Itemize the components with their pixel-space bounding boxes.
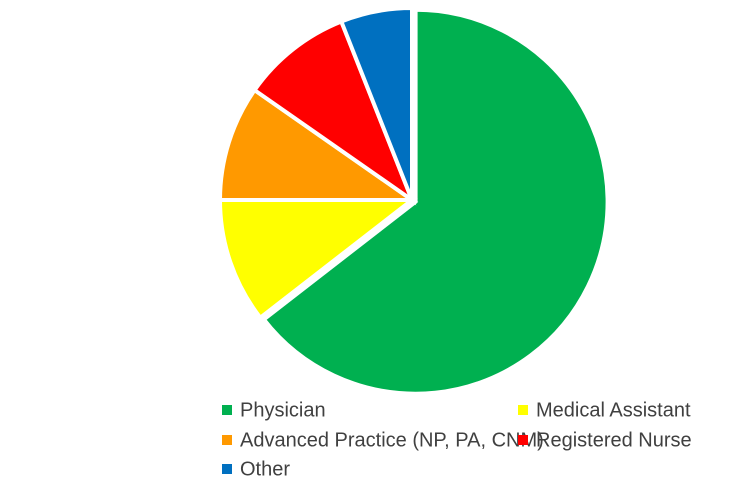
pie-slice xyxy=(217,198,418,321)
legend-swatch xyxy=(222,405,232,415)
legend-label: Medical Assistant xyxy=(536,399,691,421)
pie-slice xyxy=(251,18,417,206)
legend-swatch xyxy=(222,435,232,445)
legend-label: Registered Nurse xyxy=(536,429,692,451)
legend-swatch xyxy=(518,435,528,445)
legend-swatch xyxy=(518,405,528,415)
legend-label: Physician xyxy=(240,399,326,421)
legend-label: Other xyxy=(240,458,290,480)
pie-slice xyxy=(338,5,414,201)
legend-label: Advanced Practice (NP, PA, CNM) xyxy=(240,429,544,451)
pie-slice xyxy=(217,87,419,202)
legend-swatch xyxy=(222,464,232,474)
pie-slice xyxy=(261,7,610,396)
